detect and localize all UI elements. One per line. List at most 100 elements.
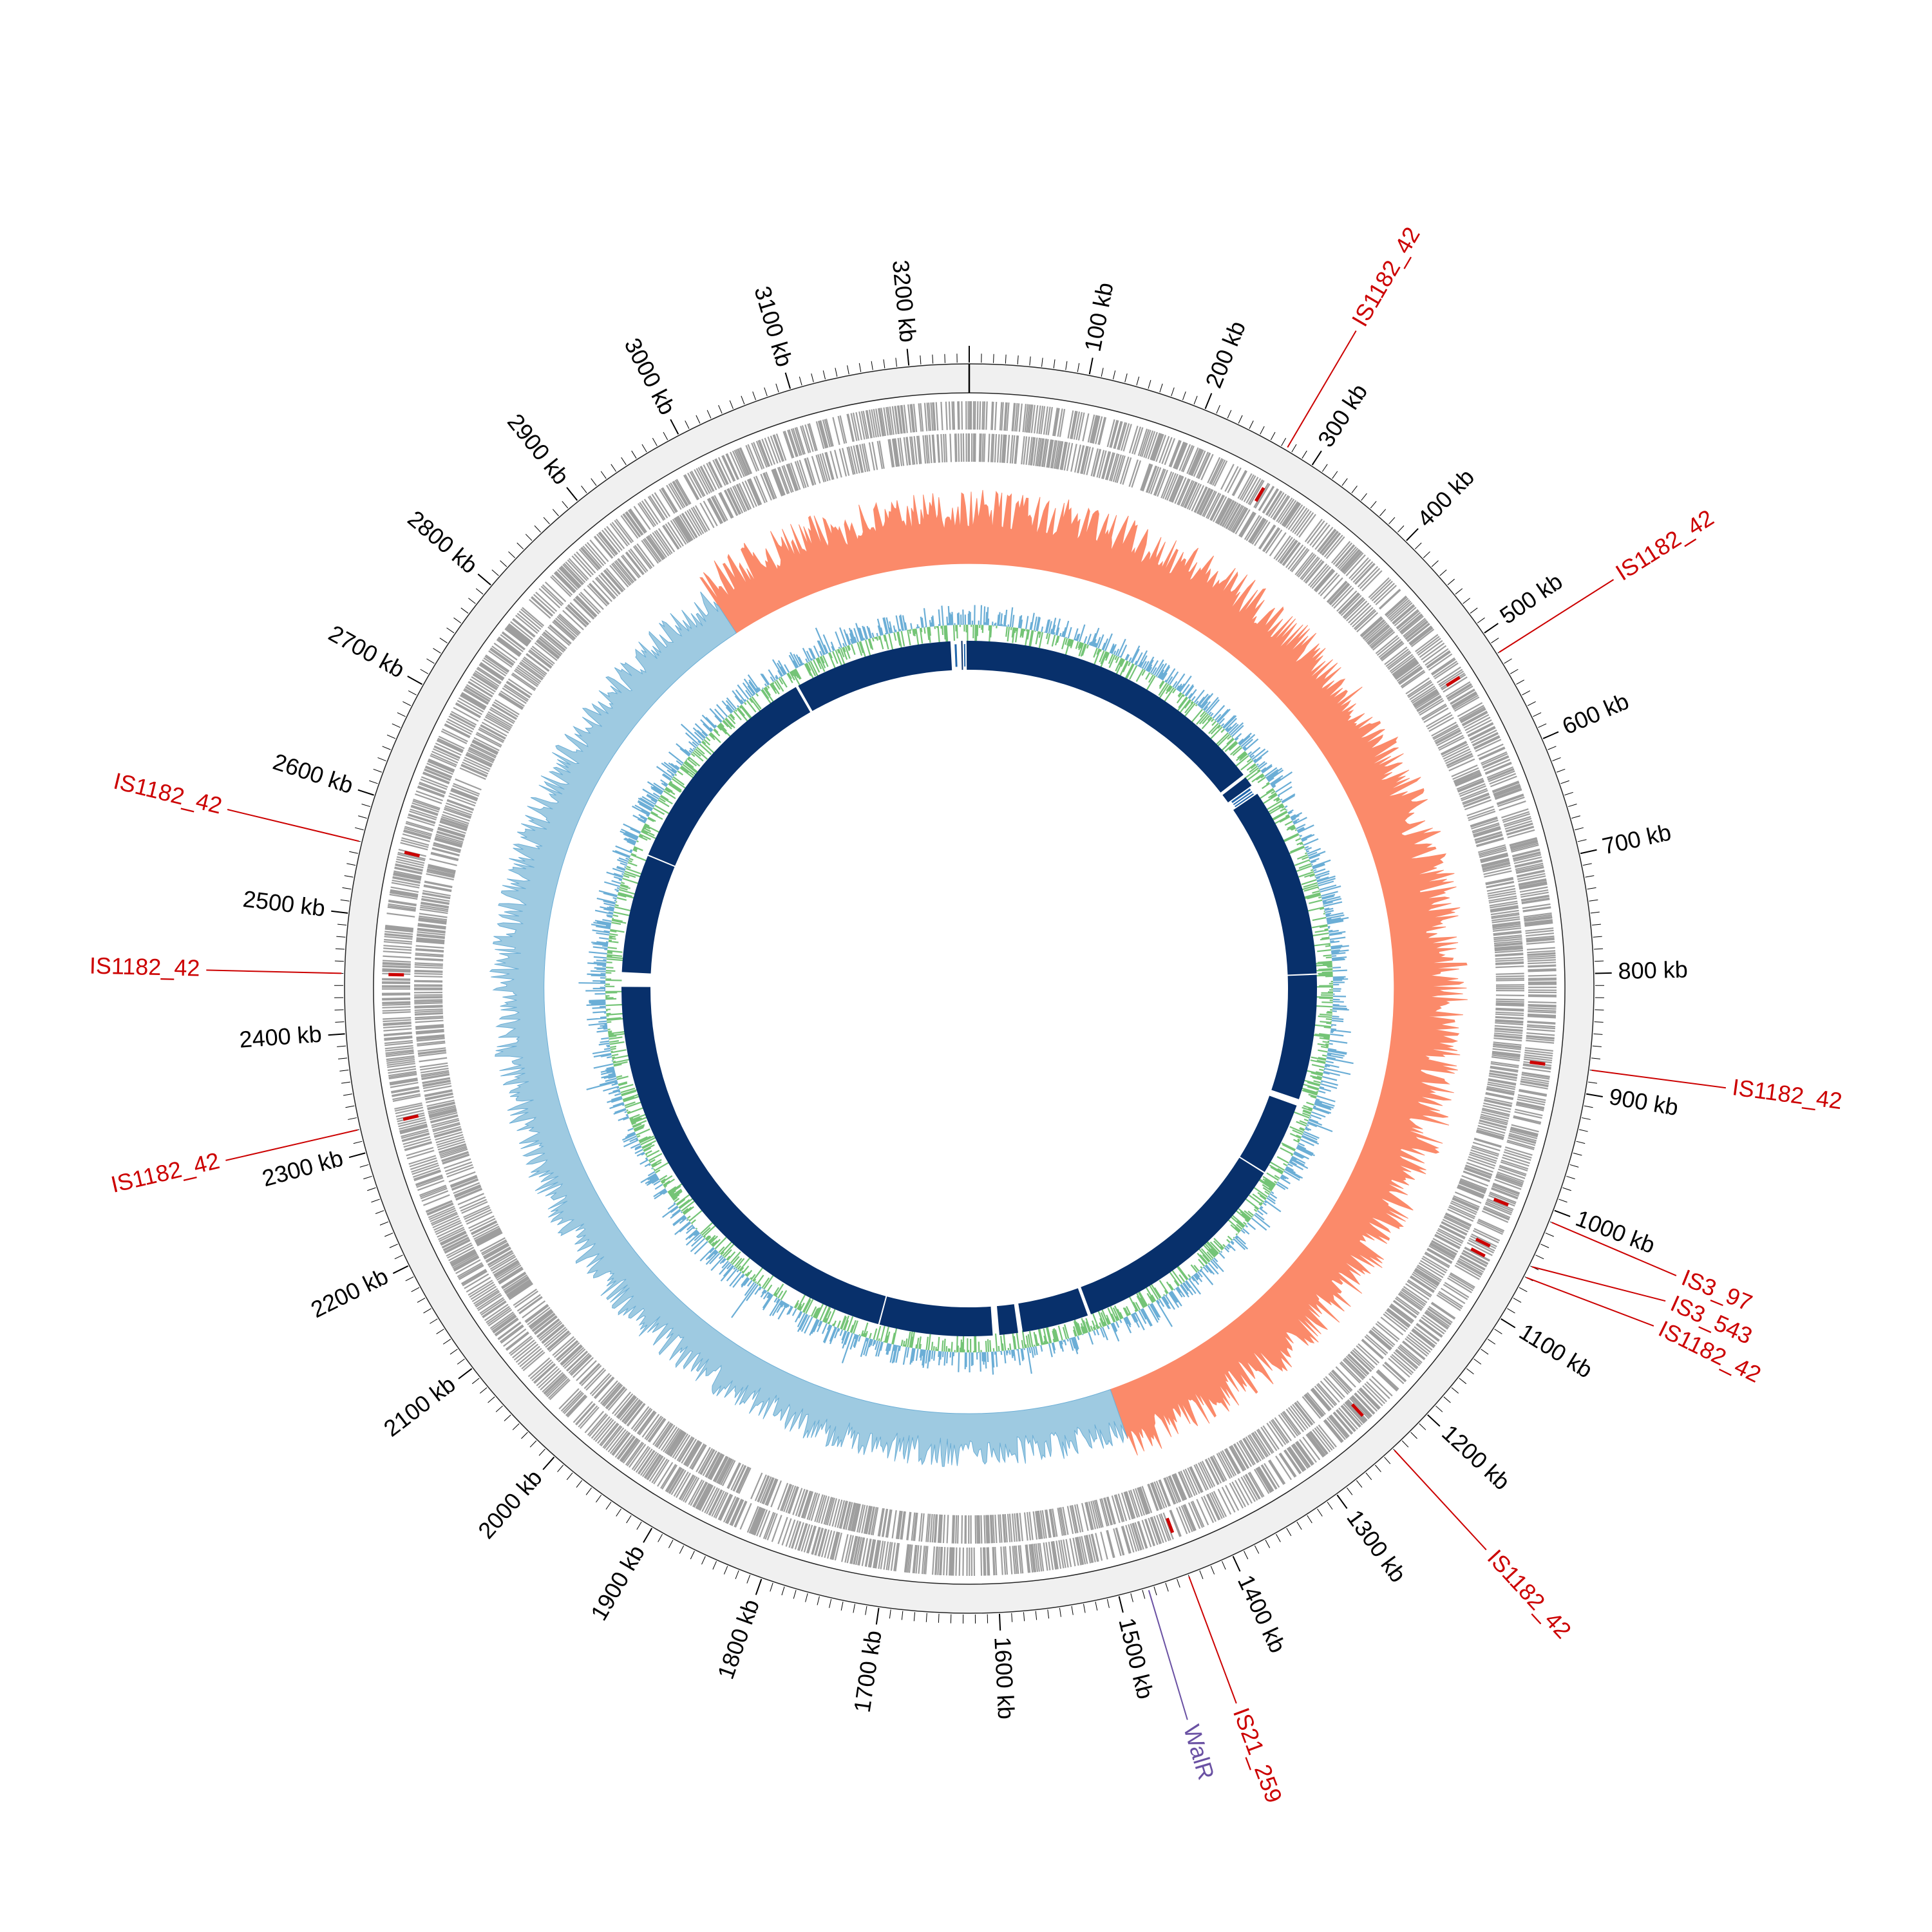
position-tick-label: 2900 kb bbox=[502, 408, 574, 489]
position-tick-label: 2100 kb bbox=[379, 1370, 460, 1441]
minor-tick bbox=[822, 370, 826, 380]
minor-tick bbox=[1522, 690, 1531, 696]
minor-tick bbox=[1540, 1244, 1549, 1248]
minor-tick bbox=[358, 815, 367, 819]
gc-content-below-average bbox=[605, 624, 1334, 1353]
minor-tick bbox=[1041, 357, 1043, 367]
minor-tick bbox=[853, 1604, 855, 1613]
feature-label: IS1182_42 bbox=[1347, 222, 1425, 331]
position-tick-label: 2700 kb bbox=[325, 620, 410, 683]
gc-skew-positive-area bbox=[699, 489, 1468, 1456]
feature-label: IS1182_42 bbox=[1482, 1544, 1577, 1643]
minor-tick bbox=[342, 887, 352, 890]
synteny-block bbox=[997, 1304, 1018, 1335]
minor-tick bbox=[1575, 827, 1584, 831]
minor-tick bbox=[436, 1329, 444, 1334]
minor-tick bbox=[1182, 391, 1186, 401]
major-tick bbox=[784, 372, 791, 389]
major-tick bbox=[477, 573, 491, 585]
synteny-block bbox=[1233, 793, 1317, 975]
minor-tick bbox=[636, 1521, 642, 1530]
minor-tick bbox=[1327, 1501, 1333, 1510]
feature-label: IS1182_42 bbox=[1731, 1074, 1844, 1114]
major-tick bbox=[1580, 849, 1597, 855]
minor-tick bbox=[386, 734, 396, 739]
minor-tick bbox=[1491, 638, 1499, 643]
minor-tick bbox=[525, 534, 533, 541]
minor-tick bbox=[652, 438, 658, 446]
minor-tick bbox=[430, 1318, 438, 1324]
minor-tick bbox=[706, 410, 712, 419]
minor-tick bbox=[341, 1081, 350, 1084]
major-tick bbox=[331, 910, 348, 914]
minor-tick bbox=[491, 569, 499, 576]
synteny-block bbox=[648, 687, 811, 866]
minor-tick bbox=[1588, 1081, 1598, 1084]
mobile-element-mark bbox=[1350, 1403, 1364, 1417]
minor-tick bbox=[411, 1287, 420, 1293]
mobile-element-mark bbox=[1445, 676, 1461, 687]
minor-tick bbox=[346, 863, 356, 866]
minor-tick bbox=[1356, 1480, 1363, 1488]
synteny-block bbox=[1240, 1095, 1297, 1172]
feature-leader-line bbox=[1394, 1450, 1487, 1551]
position-tick-label: 2400 kb bbox=[238, 1021, 323, 1053]
minor-tick bbox=[1419, 1423, 1426, 1430]
minor-tick bbox=[1538, 723, 1547, 728]
minor-tick bbox=[1487, 1338, 1496, 1345]
major-tick bbox=[1427, 1414, 1441, 1427]
minor-tick bbox=[1124, 373, 1128, 383]
minor-tick bbox=[1270, 431, 1276, 440]
major-tick bbox=[328, 1033, 345, 1036]
minor-tick bbox=[1307, 1515, 1312, 1524]
minor-tick bbox=[1238, 415, 1243, 424]
minor-tick bbox=[1567, 804, 1577, 808]
minor-tick bbox=[1210, 1566, 1215, 1575]
mobile-element-marks bbox=[388, 487, 1546, 1533]
minor-tick bbox=[925, 1613, 927, 1622]
minor-tick bbox=[453, 617, 462, 623]
minor-tick bbox=[566, 1472, 573, 1481]
minor-tick bbox=[471, 1378, 480, 1385]
minor-tick bbox=[1473, 1358, 1482, 1365]
major-tick bbox=[643, 1528, 653, 1543]
synteny-block bbox=[963, 644, 966, 667]
minor-tick bbox=[1494, 1329, 1502, 1334]
minor-tick bbox=[883, 359, 886, 368]
synteny-block bbox=[879, 1296, 993, 1336]
minor-tick bbox=[1227, 410, 1232, 419]
minor-tick bbox=[596, 1495, 602, 1502]
minor-tick bbox=[363, 1175, 372, 1180]
major-tick bbox=[566, 487, 578, 501]
position-tick-label: 600 kb bbox=[1558, 688, 1633, 740]
minor-tick bbox=[1562, 1187, 1571, 1191]
minor-tick bbox=[658, 1533, 663, 1542]
minor-tick bbox=[405, 1276, 414, 1282]
minor-tick bbox=[1351, 486, 1358, 493]
minor-tick bbox=[1047, 1609, 1050, 1619]
minor-tick bbox=[1578, 1129, 1588, 1132]
minor-tick bbox=[746, 1575, 751, 1584]
minor-tick bbox=[1594, 1021, 1604, 1023]
major-tick bbox=[755, 1578, 762, 1595]
minor-tick bbox=[495, 1405, 503, 1412]
synteny-block bbox=[1271, 974, 1317, 1099]
feature-leader-line bbox=[227, 809, 359, 842]
position-tick-label: 400 kb bbox=[1412, 464, 1479, 532]
minor-tick bbox=[690, 1551, 695, 1560]
major-tick bbox=[1088, 357, 1094, 375]
minor-tick bbox=[663, 431, 668, 440]
position-tick-label: 800 kb bbox=[1618, 956, 1688, 985]
minor-tick bbox=[576, 1480, 583, 1488]
minor-tick bbox=[1053, 359, 1056, 368]
minor-tick bbox=[1571, 815, 1580, 819]
feature-leader-line bbox=[1287, 330, 1357, 448]
position-tick-label: 500 kb bbox=[1495, 568, 1567, 629]
minor-tick bbox=[512, 1423, 520, 1430]
minor-tick bbox=[1332, 471, 1338, 479]
feature-leader-line bbox=[1531, 1266, 1666, 1302]
minor-tick bbox=[1585, 875, 1595, 878]
synteny-block bbox=[961, 641, 963, 670]
minor-tick bbox=[1477, 617, 1485, 623]
